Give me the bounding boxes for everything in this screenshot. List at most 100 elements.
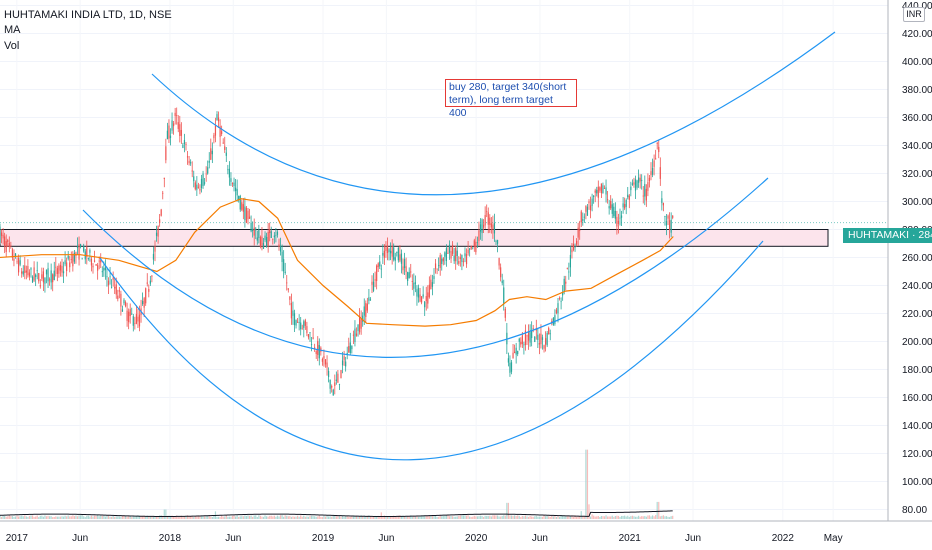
candle-body (631, 183, 633, 185)
volume-bar (638, 515, 640, 519)
candle-body (507, 358, 509, 363)
candle-body (510, 362, 513, 372)
volume-bar (314, 516, 316, 519)
currency-badge[interactable]: INR (903, 7, 925, 22)
volume-bar (191, 516, 193, 519)
candle-body (235, 187, 237, 191)
candle-body (231, 182, 234, 184)
time-axis[interactable]: 2017 Jun 2018 Jun 2019 Jun 2020 Jun 2021 Jun 2022 M… (0, 520, 932, 544)
candle-body (393, 247, 395, 260)
candle-body (624, 204, 626, 209)
volume-bar (670, 516, 672, 519)
volume-bar (534, 516, 536, 519)
volume-bar (433, 515, 435, 519)
volume-bar (464, 515, 466, 519)
candle-body (245, 207, 248, 223)
volume-bar (527, 516, 530, 519)
volume-bar (334, 515, 336, 519)
trend-arc-2[interactable] (82, 177, 769, 358)
volume-bar (582, 516, 584, 519)
candle-body (583, 216, 585, 218)
support-zone[interactable] (0, 222, 888, 247)
volume-bar (391, 516, 393, 519)
candle-body (114, 286, 116, 289)
candle-body (600, 183, 602, 194)
candle-body (427, 292, 429, 304)
text-annotation[interactable]: buy 280, target 340(short term), long te… (445, 79, 577, 119)
candle-body (112, 277, 114, 280)
volume-bar (16, 515, 18, 519)
trend-arc-3[interactable] (99, 240, 764, 461)
candle-body (70, 258, 72, 260)
candle-body (132, 316, 134, 326)
candle-body (470, 245, 472, 249)
candle-body (298, 322, 300, 323)
volume-bar (290, 516, 292, 519)
volume-bar (532, 516, 534, 519)
volume-bar (252, 516, 254, 519)
volume-bar (154, 516, 156, 519)
volume-bar (253, 515, 255, 519)
indicator-ma-label[interactable]: MA (4, 24, 21, 36)
volume-bar (255, 515, 257, 519)
volume-bar (605, 515, 607, 519)
volume-bar (593, 515, 595, 519)
candle-body (484, 215, 486, 226)
price-axis-bg[interactable] (888, 0, 932, 550)
volume-bar (628, 516, 630, 519)
candle-body (483, 224, 485, 228)
candle-body (44, 277, 46, 284)
candle-body (224, 146, 226, 150)
volume-bar (310, 515, 313, 519)
volume-bar (633, 516, 635, 519)
candle-body (467, 249, 469, 254)
candle-body (259, 237, 261, 247)
candle-body (574, 246, 576, 248)
trend-arc-1[interactable] (151, 31, 836, 196)
volume-bar (155, 516, 158, 519)
indicator-vol-label[interactable]: Vol (4, 40, 20, 52)
candle-body (552, 317, 554, 325)
support-zone-rect[interactable] (0, 229, 829, 247)
volume-bar (365, 516, 367, 519)
price-tick-label: 380.00 (902, 85, 932, 96)
candle-body (479, 224, 482, 232)
volume-bar (576, 517, 578, 519)
time-tick-label: Jun (532, 533, 548, 544)
volume-bar (55, 516, 57, 519)
volume-bar (244, 515, 246, 519)
volume-bar (100, 515, 102, 519)
volume-bar (59, 516, 62, 519)
candle-body (159, 219, 161, 223)
volume-bar (118, 516, 120, 519)
trend-arcs[interactable] (82, 31, 836, 461)
volume-bar (62, 516, 65, 519)
candle-body (19, 260, 21, 265)
volume-bar (444, 515, 446, 519)
price-axis[interactable]: 80.00 100.00 120.00 140.00 160.00 180.00 200.0… (887, 0, 932, 550)
volume-bar (293, 516, 296, 519)
candle-body (202, 173, 204, 186)
candle-body (250, 222, 252, 232)
volume-bar (566, 516, 568, 519)
candle-body (548, 328, 550, 335)
candle-body (602, 185, 604, 194)
volume-bar (230, 516, 232, 519)
candle-body (142, 300, 144, 305)
price-tick-label: 160.00 (902, 393, 932, 404)
volume-bar (558, 516, 561, 519)
volume-bar (565, 516, 567, 519)
volume-bar (577, 516, 579, 519)
volume-bar (248, 515, 251, 519)
volume-bar (321, 517, 323, 519)
candle-body (608, 206, 610, 209)
candle-body (455, 248, 457, 262)
candle-body (331, 385, 333, 388)
volume-bar (72, 515, 74, 519)
volume-bar (500, 516, 502, 519)
volume-bar (21, 515, 23, 519)
candle-body (58, 265, 60, 274)
candle-body (160, 209, 162, 216)
price-tick-label: 340.00 (902, 141, 932, 152)
